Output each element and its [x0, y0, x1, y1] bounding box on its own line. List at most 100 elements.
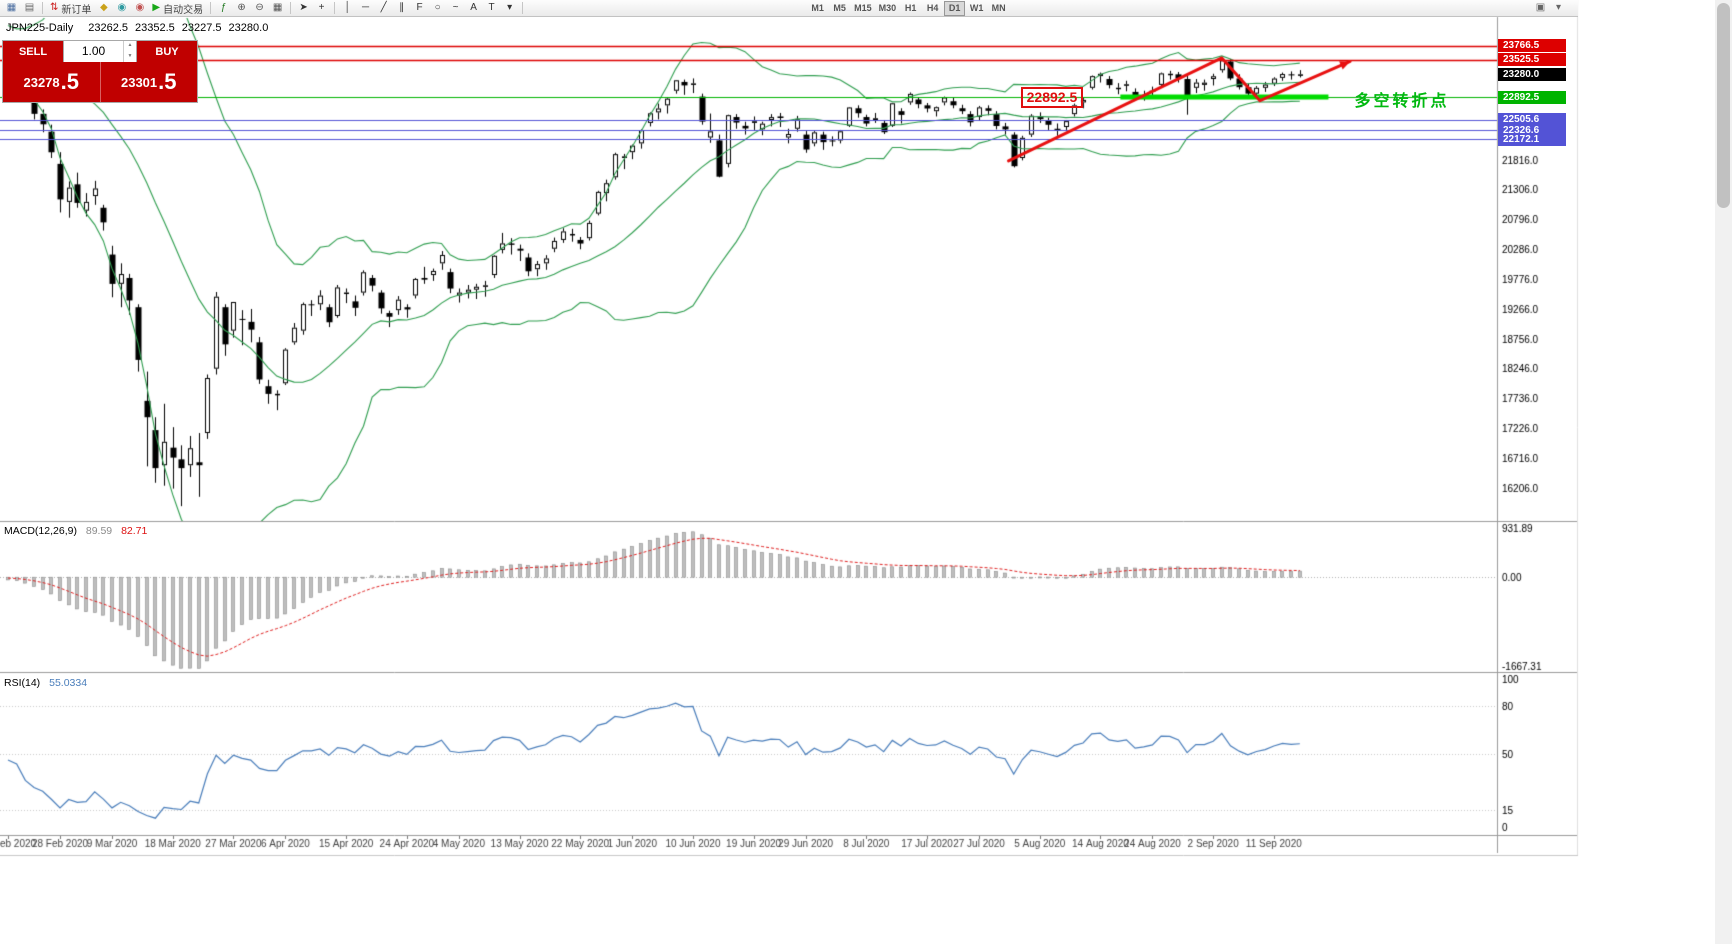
- label-button[interactable]: T: [483, 1, 500, 16]
- toolbar-separator: [42, 2, 43, 14]
- toolbar-more-icon: ▾: [1555, 2, 1562, 13]
- buy-button[interactable]: BUY: [137, 41, 197, 62]
- volume-down-icon[interactable]: ▼: [127, 52, 133, 59]
- sell-button[interactable]: SELL: [3, 41, 63, 62]
- market-watch-button[interactable]: ◉: [113, 1, 130, 16]
- timeframe-m5[interactable]: M5: [829, 1, 850, 16]
- pointer-group: ➤ +: [295, 1, 330, 16]
- new-order-icon: ⇅: [50, 2, 59, 13]
- new-chart-icon: ▦: [6, 2, 17, 13]
- arrows-button[interactable]: ▾: [501, 1, 518, 16]
- macd-value: 89.59: [85, 525, 113, 537]
- volume-stepper[interactable]: 1.00 ▲ ▼: [63, 41, 137, 62]
- volume-up-icon[interactable]: ▲: [127, 42, 133, 48]
- new-order-button[interactable]: ⇅ 新订单: [47, 1, 94, 16]
- buy-price[interactable]: 23301 .5: [99, 62, 197, 102]
- terminal-button[interactable]: ◉: [131, 1, 148, 16]
- arrows-icon: ▾: [507, 2, 513, 13]
- rsi-name: RSI(14): [4, 677, 41, 689]
- toolbar-separator: [334, 2, 336, 14]
- timeframe-d1[interactable]: D1: [944, 0, 966, 16]
- zoom-out-button[interactable]: ⊖: [251, 1, 268, 16]
- elliott-icon: ~: [452, 2, 459, 13]
- ohlc-high: 23352.5: [135, 22, 175, 34]
- one-click-price-row: 23278 .5 23301 .5: [3, 62, 197, 102]
- label-icon: T: [488, 2, 495, 13]
- text-icon: A: [470, 2, 477, 13]
- macd-name: MACD(12,26,9): [4, 525, 77, 537]
- zoom-in-icon: ⊕: [237, 2, 246, 13]
- volume-spin[interactable]: ▲ ▼: [123, 41, 136, 62]
- window-list-button[interactable]: ▣: [1532, 1, 1549, 16]
- timeframe-m30[interactable]: M30: [876, 1, 900, 16]
- buy-price-main: 23301: [120, 74, 158, 90]
- profiles-icon: ▤: [24, 2, 35, 13]
- elliott-button[interactable]: ~: [447, 1, 464, 16]
- macd-label: MACD(12,26,9) 89.59 82.71: [4, 525, 147, 537]
- price-badge-22892.5: 22892.5: [1498, 90, 1566, 104]
- crosshair-button[interactable]: +: [313, 1, 330, 16]
- autotrading-button[interactable]: ▶ 自动交易: [149, 1, 206, 16]
- terminal-icon: ◉: [135, 2, 145, 13]
- timeframe-w1[interactable]: W1: [966, 1, 987, 16]
- sell-price-main: 23278: [23, 74, 60, 90]
- toolbar: ▦ ▤ ⇅ 新订单 ◆ ◉ ◉ ▶ 自动交易 ƒ ⊕ ⊖ ▦ ➤ + │ ─ ╱ ∥ F ○ ~ A T ▾ M1 M5 M15 M30…: [0, 0, 1578, 17]
- profiles-button[interactable]: ▤: [21, 1, 38, 16]
- indicators-icon: ƒ: [220, 2, 227, 13]
- support-level-annotation-box[interactable]: 22892.5: [1020, 86, 1084, 108]
- tile-windows-button[interactable]: ▦: [269, 1, 286, 16]
- window-list-icon: ▣: [1535, 2, 1546, 13]
- volume-value[interactable]: 1.00: [81, 44, 106, 58]
- page-scrollbar[interactable]: [1715, 0, 1732, 944]
- toolbar-more-button[interactable]: ▾: [1550, 1, 1567, 16]
- crosshair-icon: +: [318, 2, 325, 13]
- ohlc-open: 23262.5: [88, 22, 129, 34]
- metaeditor-icon: ◆: [100, 2, 108, 13]
- autotrading-button-label: 自动交易: [163, 4, 204, 16]
- timeframe-m15[interactable]: M15: [851, 1, 875, 16]
- ohlc-low: 23227.5: [181, 22, 222, 34]
- trading-group: ⇅ 新订单 ◆ ◉ ◉ ▶ 自动交易: [47, 1, 206, 16]
- rsi-value: 55.0334: [49, 677, 88, 689]
- text-button[interactable]: A: [465, 1, 482, 16]
- chart-symbol-info: JPN225-Daily 23262.5 23352.5 23227.5 232…: [6, 22, 268, 34]
- view-group: ƒ ⊕ ⊖ ▦: [215, 1, 286, 16]
- zoom-out-icon: ⊖: [255, 2, 264, 13]
- horizontal-line-button[interactable]: ─: [357, 1, 374, 16]
- ohlc-close: 23280.0: [228, 22, 269, 34]
- timeframe-m1[interactable]: M1: [807, 1, 828, 16]
- indicators-button[interactable]: ƒ: [215, 1, 232, 16]
- scrollbar-thumb[interactable]: [1717, 3, 1730, 208]
- tile-windows-icon: ▦: [272, 2, 283, 13]
- market-watch-icon: ◉: [117, 2, 127, 13]
- shapes-icon: ○: [434, 2, 441, 13]
- zoom-in-button[interactable]: ⊕: [233, 1, 250, 16]
- vertical-line-button[interactable]: │: [339, 1, 356, 16]
- metaeditor-button[interactable]: ◆: [95, 1, 112, 16]
- price-badge-23525.5: 23525.5: [1498, 53, 1566, 67]
- rsi-label: RSI(14) 55.0334: [4, 677, 87, 689]
- channel-icon: ∥: [399, 2, 405, 13]
- cursor-button[interactable]: ➤: [295, 1, 312, 16]
- horizontal-line-icon: ─: [362, 2, 370, 13]
- trendline-icon: ╱: [380, 2, 387, 13]
- timeframe-h1[interactable]: H1: [900, 1, 921, 16]
- price-badge-22505.6: 22505.6: [1498, 113, 1566, 127]
- new-chart-button[interactable]: ▦: [3, 1, 20, 16]
- sell-price-big: .5: [60, 69, 79, 94]
- channel-button[interactable]: ∥: [393, 1, 410, 16]
- timeframe-h4[interactable]: H4: [922, 1, 943, 16]
- fibonacci-button[interactable]: F: [411, 1, 428, 16]
- timeframe-mn[interactable]: MN: [988, 1, 1009, 16]
- toolbar-separator: [522, 2, 524, 14]
- shapes-button[interactable]: ○: [429, 1, 446, 16]
- charts-group: ▦ ▤: [3, 1, 38, 16]
- autotrading-icon: ▶: [152, 2, 161, 13]
- sell-price[interactable]: 23278 .5: [3, 62, 100, 102]
- right-group: ▣ ▾: [1532, 1, 1567, 16]
- trendline-button[interactable]: ╱: [375, 1, 392, 16]
- macd-signal-value: 82.71: [121, 525, 148, 537]
- turning-point-label[interactable]: 多空转折点: [1354, 93, 1450, 110]
